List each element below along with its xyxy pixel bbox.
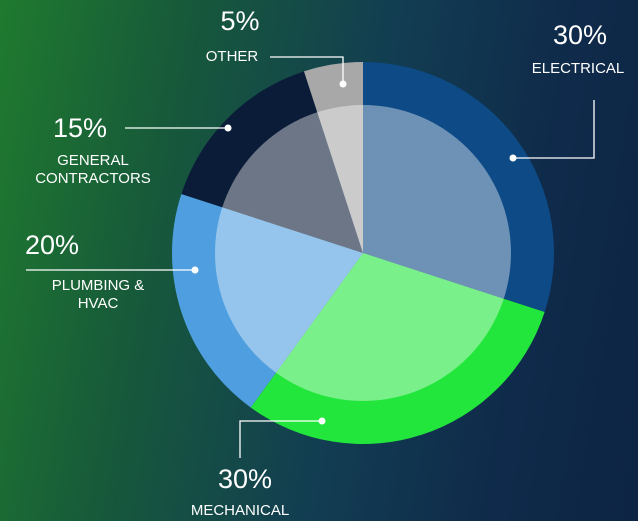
- value-label: 20%: [25, 232, 79, 259]
- leader-dot: [340, 81, 347, 88]
- value-label: 5%: [220, 8, 259, 35]
- leader-line: [513, 100, 594, 158]
- value-label: 30%: [218, 466, 272, 493]
- category-label: GENERAL CONTRACTORS: [23, 152, 163, 188]
- leader-dot: [192, 267, 199, 274]
- leader-dot: [510, 155, 517, 162]
- category-label: PLUMBING & HVAC: [43, 277, 153, 313]
- leader-dot: [225, 125, 232, 132]
- chart: 30% ELECTRICAL 30% MECHANICAL 20% PLUMBING & …: [0, 0, 638, 521]
- value-label: 15%: [53, 115, 107, 142]
- pie-chart: [0, 0, 638, 521]
- category-label: ELECTRICAL: [532, 60, 625, 78]
- category-label: OTHER: [206, 48, 259, 66]
- leader-dot: [319, 418, 326, 425]
- value-label: 30%: [553, 22, 607, 49]
- inner-highlight: [215, 105, 511, 401]
- category-label: MECHANICAL: [191, 502, 289, 520]
